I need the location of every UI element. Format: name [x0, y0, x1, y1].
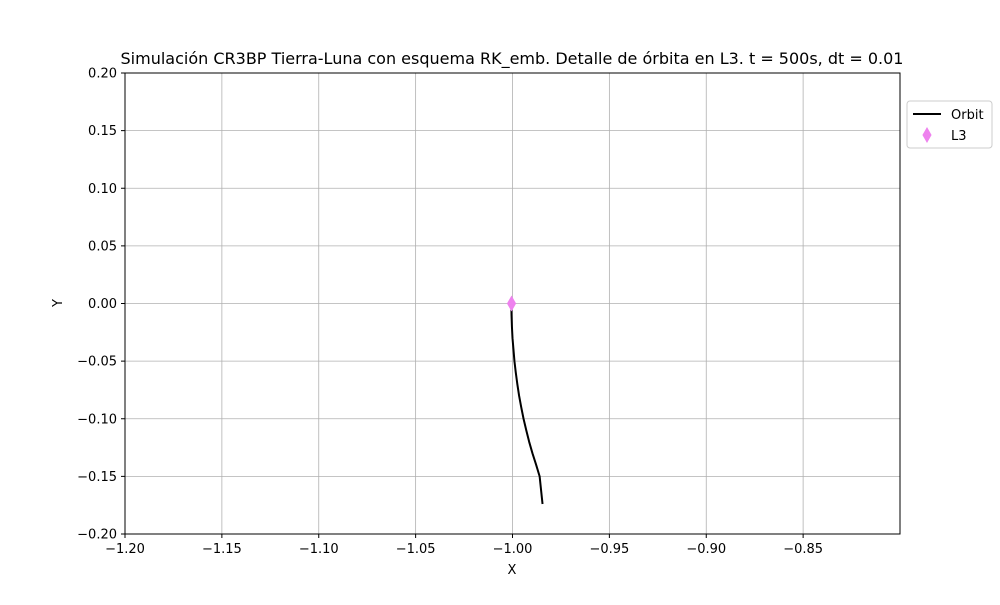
chart-title: Simulación CR3BP Tierra-Luna con esquema…	[121, 49, 904, 69]
y-tick-label: 0.20	[88, 67, 117, 82]
axis-ticks: −1.20 −1.15 −1.10 −1.05 −1.00 −0.95 −0.90 −0.85…	[77, 67, 823, 558]
y-tick-label: 0.10	[88, 182, 117, 197]
y-tick-label: −0.10	[77, 412, 117, 427]
y-tick-label: −0.15	[77, 470, 117, 485]
x-tick-label: −1.10	[299, 542, 339, 557]
plot-data	[506, 295, 544, 505]
legend-l3-label: L3	[951, 129, 967, 144]
x-tick-label: −1.00	[493, 542, 533, 557]
x-tick-label: −1.20	[105, 542, 145, 557]
y-tick-label: 0.00	[88, 297, 117, 312]
x-tick-label: −0.90	[686, 542, 726, 557]
y-tick-label: 0.05	[88, 239, 117, 254]
x-tick-label: −1.05	[396, 542, 436, 557]
orbit-line	[510, 303, 544, 505]
x-tick-label: −0.95	[589, 542, 629, 557]
y-tick-label: −0.20	[77, 528, 117, 543]
y-tick-label: 0.15	[88, 124, 117, 139]
legend: Orbit L3	[906, 100, 993, 149]
x-tick-label: −0.85	[783, 542, 823, 557]
y-axis-label: Y	[51, 299, 66, 308]
x-axis-label: X	[508, 563, 517, 578]
y-tick-label: −0.05	[77, 355, 117, 370]
x-tick-label: −1.15	[202, 542, 242, 557]
l3-point-marker	[506, 295, 517, 312]
legend-l3-swatch	[922, 126, 932, 144]
legend-orbit-label: Orbit	[951, 108, 984, 123]
